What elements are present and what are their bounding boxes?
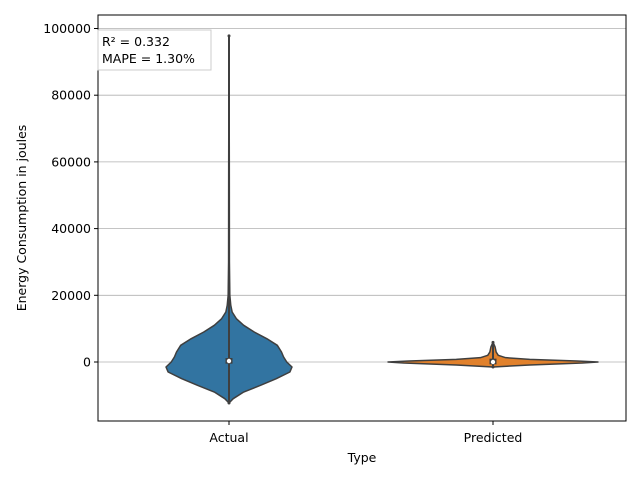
annotation-box (97, 29, 212, 71)
y-tick-label: 100000 (43, 21, 91, 36)
y-tick-label: 40000 (51, 221, 91, 236)
violin-predicted (387, 340, 599, 369)
violin-min-cap (491, 365, 495, 369)
violin-median (226, 358, 232, 364)
y-tick-label: 0 (83, 355, 91, 370)
violin-max-cap (227, 34, 231, 38)
stats-annotation: R² = 0.332 MAPE = 1.30% (97, 29, 212, 71)
x-tick-label: Predicted (464, 430, 523, 445)
x-axis-label: Type (347, 450, 377, 465)
y-tick-label: 80000 (51, 88, 91, 103)
violin-actual (165, 34, 293, 405)
y-axis-label: Energy Consumption in joules (14, 125, 29, 312)
violin-median (490, 359, 496, 365)
violin-max-cap (491, 340, 495, 344)
y-tick-label: 20000 (51, 288, 91, 303)
y-axis: 0 20000 40000 60000 80000 100000 (43, 21, 98, 370)
x-axis: Actual Predicted (209, 421, 522, 445)
annotation-mape: MAPE = 1.30% (102, 51, 195, 66)
grid-lines (98, 28, 626, 363)
violins (165, 34, 599, 405)
plot-frame (97, 14, 627, 422)
violin-min-cap (227, 401, 231, 405)
annotation-r2: R² = 0.332 (102, 34, 170, 49)
x-tick-label: Actual (209, 430, 248, 445)
y-tick-label: 60000 (51, 154, 91, 169)
